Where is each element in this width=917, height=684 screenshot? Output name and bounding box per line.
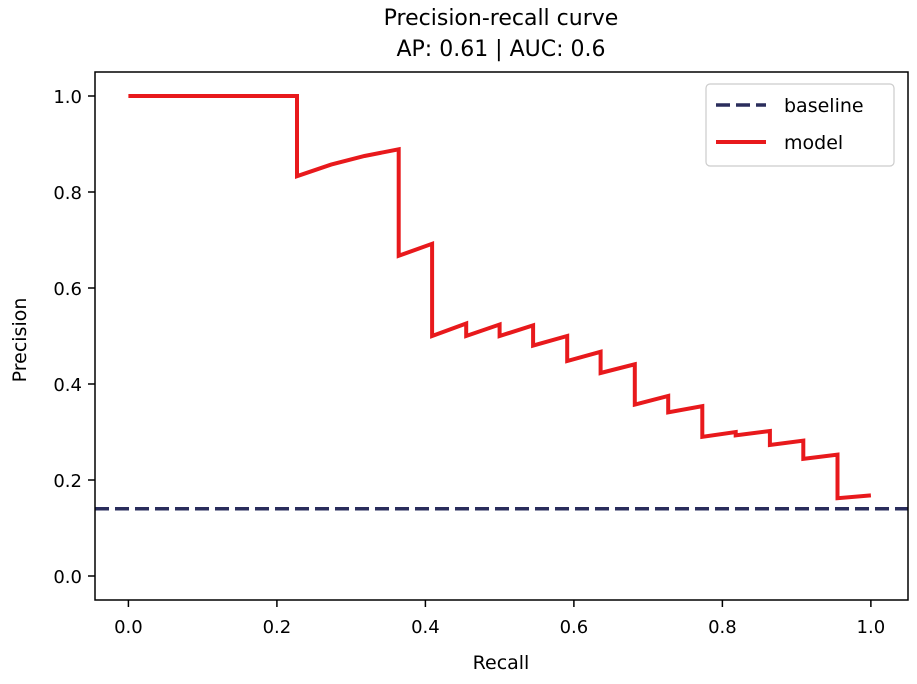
- legend: baseline model: [705, 83, 895, 167]
- x-axis-label: Recall: [473, 652, 530, 674]
- x-tick-label: 0.0: [114, 617, 143, 638]
- plot-area: 0.0 0.2 0.4 0.6 0.8 1.0 0.0 0.2 0.4 0.6 0.8 1.0 base…: [53, 71, 909, 638]
- legend-box: [705, 83, 895, 167]
- x-tick-label: 0.6: [560, 617, 589, 638]
- chart-subtitle: AP: 0.61 | AUC: 0.6: [396, 37, 605, 62]
- x-tick-label: 0.2: [263, 617, 292, 638]
- chart-title: Precision-recall curve: [384, 6, 619, 31]
- axes-frame: [94, 71, 909, 601]
- y-tick-label: 0.2: [53, 471, 82, 492]
- x-tick-label: 0.8: [708, 617, 737, 638]
- y-axis-label: Precision: [9, 298, 31, 383]
- y-tick-label: 0.0: [53, 567, 82, 588]
- x-tick-label: 1.0: [857, 617, 886, 638]
- y-tick-label: 1.0: [53, 87, 82, 108]
- legend-label-model: model: [784, 132, 843, 154]
- series-line-model: [128, 94, 872, 501]
- legend-label-baseline: baseline: [784, 95, 864, 117]
- y-tick-label: 0.4: [53, 375, 82, 396]
- y-tick-label: 0.6: [53, 279, 82, 300]
- y-tick-label: 0.8: [53, 183, 82, 204]
- x-tick-label: 0.4: [411, 617, 440, 638]
